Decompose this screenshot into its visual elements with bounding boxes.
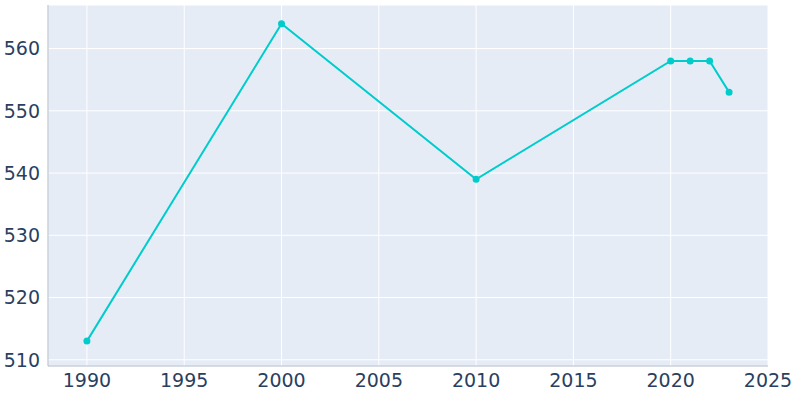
svg-text:530: 530 [8,224,40,246]
svg-text:550: 550 [8,100,40,122]
svg-text:560: 560 [8,37,40,59]
svg-text:2015: 2015 [549,369,597,391]
svg-text:1990: 1990 [63,369,111,391]
svg-text:1995: 1995 [160,369,208,391]
svg-text:540: 540 [8,162,40,184]
svg-text:510: 510 [8,349,40,371]
svg-text:2025: 2025 [744,369,792,391]
svg-text:2010: 2010 [452,369,500,391]
svg-text:2020: 2020 [647,369,695,391]
svg-text:520: 520 [8,286,40,308]
svg-text:2000: 2000 [257,369,305,391]
svg-text:2005: 2005 [355,369,403,391]
